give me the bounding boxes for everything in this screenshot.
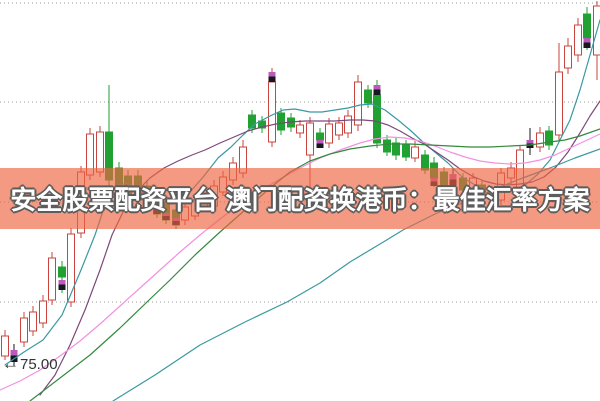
candle-down-body (277, 112, 285, 131)
ma-pink (0, 133, 600, 391)
candle-up-body (344, 115, 352, 134)
doji-body (373, 89, 381, 95)
candle-down-body (383, 139, 391, 153)
doji-cap (526, 140, 534, 144)
candle-down-body (392, 142, 400, 156)
doji-cap (583, 38, 591, 43)
candle-up-body (536, 132, 544, 148)
candle-down-body (364, 89, 372, 104)
candle-up-body (29, 311, 37, 332)
doji-body (526, 143, 534, 148)
candle-up-body (335, 122, 343, 136)
doji-cap (316, 140, 324, 144)
price-label-value: 75.00 (20, 355, 58, 373)
candle-up-body (564, 45, 572, 69)
candle-up-body (67, 233, 75, 303)
candle-up-body (411, 146, 419, 159)
candle-up-body (20, 317, 28, 343)
candle-up-body (354, 81, 362, 126)
candle-down-body (373, 94, 381, 144)
doji-body (583, 42, 591, 48)
candle-up-body (574, 24, 582, 56)
candle-down-body (58, 266, 66, 278)
doji-cap (10, 350, 18, 356)
candle-up-body (296, 124, 304, 134)
candle-up-body (48, 257, 56, 301)
candle-up-body (325, 123, 333, 144)
candle-up-body (555, 71, 563, 136)
candle-up-body (39, 300, 47, 324)
candle-up-body (1, 335, 9, 357)
candle-down-body (402, 144, 410, 158)
candle-up-body (306, 122, 314, 156)
candle-up-body (268, 81, 276, 143)
candle-down-body (258, 120, 266, 129)
left-arrow-icon: ← (2, 354, 19, 373)
overlay-banner: 安全股票配资平台 澳门配资换港币：最佳汇率方案 (0, 168, 600, 229)
candle-down-body (316, 132, 324, 141)
doji-body (58, 284, 66, 290)
ma-green (29, 128, 600, 401)
doji-cap (373, 85, 381, 90)
candle-down-body (583, 13, 591, 39)
banner-text: 安全股票配资平台 澳门配资换港币：最佳汇率方案 (10, 185, 590, 215)
doji-body (316, 143, 324, 148)
candle-up-body (96, 131, 104, 173)
doji-cap (268, 72, 276, 77)
doji-cap (58, 280, 66, 285)
candle-down-body (545, 130, 553, 146)
candle-down-body (248, 114, 256, 129)
doji-body (268, 76, 276, 82)
price-label: ← 75.00 (2, 355, 58, 373)
